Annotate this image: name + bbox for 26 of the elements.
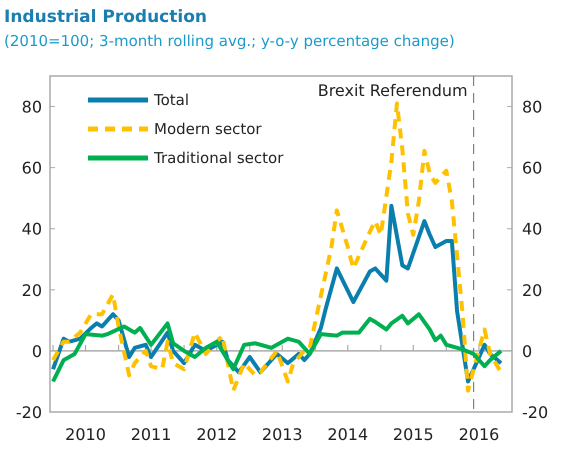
x-tick-label: 2012 [196,425,238,444]
y-tick-label: 20 [22,280,42,300]
x-tick-label: 2011 [130,425,172,444]
legend-label: Traditional sector [153,149,284,167]
chart-title: Industrial Production [4,7,207,27]
y2-tick-label: 40 [522,220,542,239]
x-tick-label: 2013 [262,425,303,444]
line-series [51,312,504,384]
y-tick-label: 40 [22,220,42,239]
y-tick-label: 0 [32,342,42,361]
y2-tick-label: 0 [522,342,532,361]
legend-label: Total [153,91,190,109]
y2-tick-label: -20 [522,403,548,422]
y-tick-label: 80 [22,98,42,117]
y2-tick-label: 80 [522,98,542,117]
x-tick-label: 2016 [458,425,500,444]
ref-line-label: Brexit Referendum [318,81,468,100]
y2-tick-label: 20 [522,280,542,300]
x-tick-label: 2010 [65,425,106,444]
y-tick-label: 60 [22,158,42,178]
y2-tick-label: 60 [522,158,542,178]
x-tick-label: 2014 [327,425,368,444]
legend-label: Modern sector [154,120,262,138]
chart-subtitle: (2010=100; 3-month rolling avg.; y-o-y percentage change) [4,32,455,50]
y-tick-label: -20 [16,403,42,422]
x-tick-label: 2015 [392,425,434,444]
